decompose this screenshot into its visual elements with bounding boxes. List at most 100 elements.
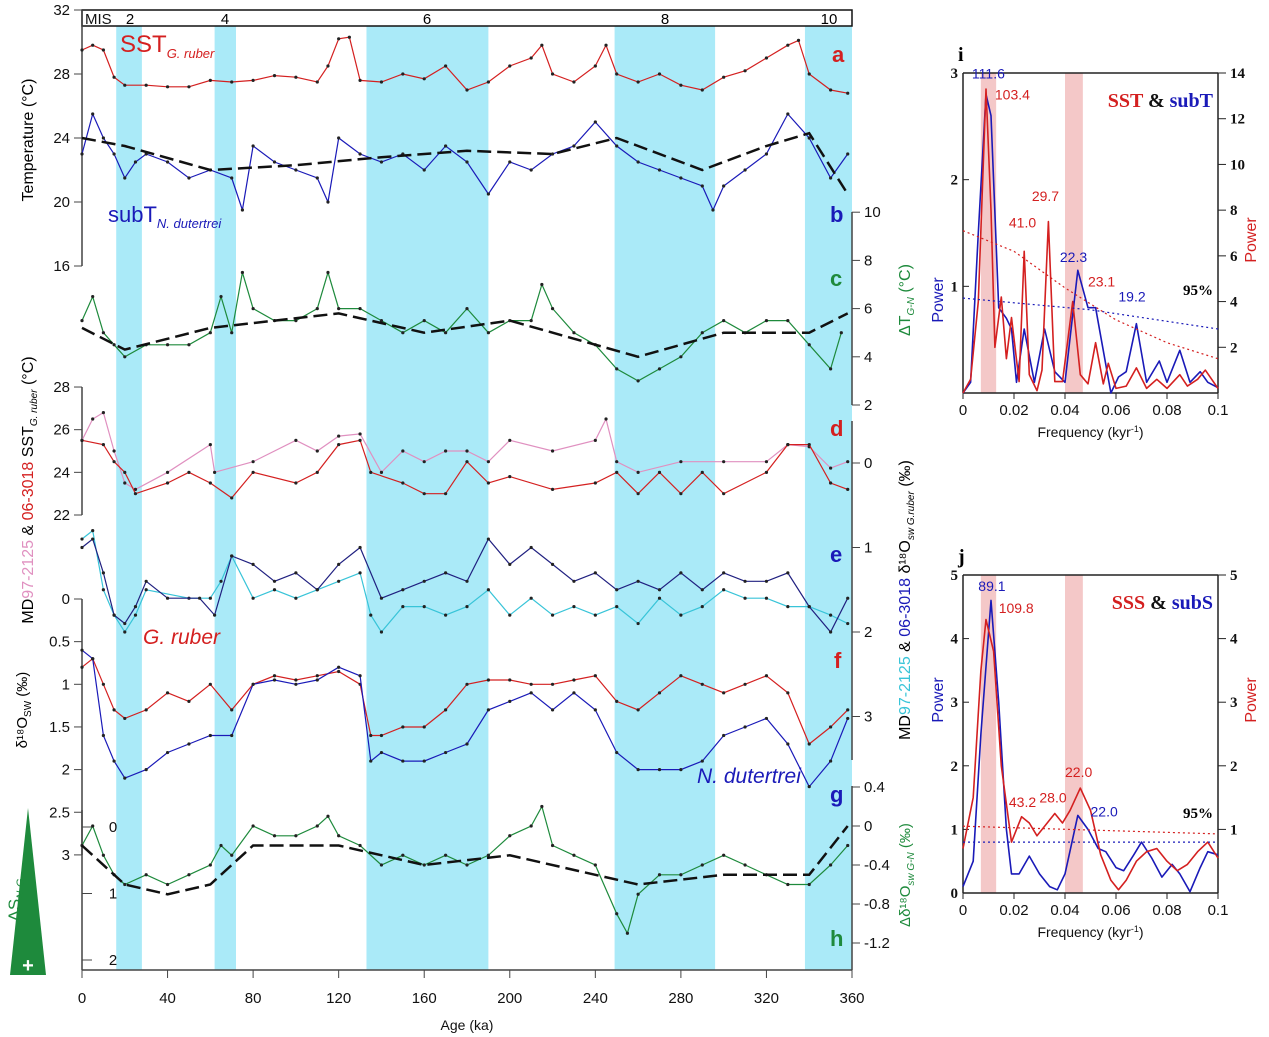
data-point bbox=[593, 708, 597, 712]
series-10-n-dutertrei bbox=[80, 648, 850, 789]
trend-line bbox=[81, 131, 849, 195]
data-point bbox=[796, 38, 801, 43]
x-tick-label: 0.08 bbox=[1152, 902, 1181, 919]
data-point bbox=[422, 863, 426, 867]
data-point bbox=[846, 460, 850, 464]
data-point bbox=[379, 470, 384, 474]
data-point bbox=[486, 331, 490, 335]
data-point bbox=[807, 136, 811, 140]
xlabel-part: ) bbox=[1139, 424, 1144, 440]
data-point bbox=[337, 434, 341, 438]
data-point bbox=[679, 460, 683, 464]
data-point bbox=[80, 665, 84, 669]
data-point bbox=[165, 470, 170, 474]
data-point bbox=[486, 460, 490, 464]
data-point bbox=[625, 931, 630, 935]
tick-label-dd18: -0.4 bbox=[864, 857, 890, 874]
data-point bbox=[187, 873, 191, 877]
data-point bbox=[208, 331, 212, 335]
data-point bbox=[508, 438, 512, 442]
x-tick-label: 80 bbox=[245, 990, 262, 1007]
data-point bbox=[593, 674, 597, 678]
xlabel-part: Frequency (kyr bbox=[1037, 424, 1131, 440]
data-point bbox=[529, 691, 533, 695]
data-point bbox=[829, 481, 833, 485]
data-point bbox=[743, 682, 747, 686]
data-point bbox=[326, 814, 330, 818]
y-tick-label-left: 3 bbox=[951, 66, 959, 82]
data-point bbox=[230, 733, 234, 738]
x-tick-label: 320 bbox=[754, 990, 779, 1007]
data-point bbox=[337, 307, 341, 311]
data-point bbox=[91, 112, 95, 116]
x-tick-label: 0 bbox=[959, 902, 967, 919]
data-point bbox=[315, 678, 319, 682]
data-point bbox=[358, 152, 362, 156]
data-point bbox=[743, 69, 747, 73]
data-point bbox=[743, 596, 747, 600]
data-point bbox=[294, 682, 298, 686]
tick-label-sstd: 28 bbox=[53, 379, 70, 396]
data-point bbox=[101, 411, 105, 415]
y-tick-label-right: 2 bbox=[1230, 340, 1238, 356]
data-point bbox=[422, 77, 426, 81]
data-point bbox=[615, 750, 619, 755]
confidence-label: 95% bbox=[1183, 806, 1213, 822]
x-tick-label: 0.08 bbox=[1152, 402, 1181, 419]
y-axis-label-left: Power bbox=[930, 277, 947, 323]
mis-bands bbox=[116, 26, 852, 970]
data-point bbox=[465, 682, 469, 686]
data-point bbox=[846, 596, 850, 600]
data-point bbox=[465, 579, 469, 583]
data-point bbox=[572, 678, 576, 682]
confidence-95-line bbox=[962, 230, 1219, 360]
data-point bbox=[846, 91, 850, 95]
data-point bbox=[508, 160, 512, 164]
data-point bbox=[347, 35, 351, 39]
data-point bbox=[80, 152, 84, 156]
data-point bbox=[315, 674, 319, 678]
y-axis-label-right: Power bbox=[1243, 217, 1260, 263]
data-point bbox=[636, 80, 640, 84]
data-point bbox=[829, 613, 833, 617]
tick-label-dT: 6 bbox=[864, 301, 872, 318]
data-point bbox=[722, 691, 726, 695]
spectral-band bbox=[980, 73, 997, 393]
spectrum-sss bbox=[962, 618, 1219, 891]
data-point bbox=[636, 892, 640, 896]
data-point bbox=[593, 571, 597, 575]
data-point bbox=[786, 605, 790, 609]
data-point bbox=[572, 144, 576, 148]
tick-label-ds: 0 bbox=[109, 819, 117, 836]
data-point bbox=[486, 481, 490, 485]
y-tick-label-left: 1 bbox=[951, 279, 959, 295]
data-point bbox=[187, 176, 191, 180]
data-point bbox=[80, 319, 84, 323]
data-point bbox=[846, 716, 850, 721]
x-tick-label: 40 bbox=[159, 990, 176, 1007]
data-point bbox=[846, 152, 850, 156]
data-point bbox=[743, 863, 747, 867]
mis-stage-2: 2 bbox=[126, 11, 134, 28]
data-point bbox=[786, 112, 790, 116]
temperature-axis-label: Temperature (°C) bbox=[20, 79, 37, 202]
data-point bbox=[80, 48, 84, 52]
spectrum-subt bbox=[962, 93, 1219, 394]
data-point bbox=[369, 733, 373, 738]
data-point bbox=[123, 776, 127, 780]
peak-label: 43.2 bbox=[1009, 794, 1036, 810]
data-point bbox=[91, 43, 95, 47]
tick-label-d18l: 0 bbox=[62, 591, 70, 608]
data-point bbox=[700, 759, 704, 763]
data-point bbox=[401, 759, 405, 763]
data-point bbox=[208, 443, 212, 447]
data-point bbox=[679, 355, 683, 359]
data-point bbox=[679, 83, 683, 87]
data-point bbox=[465, 863, 469, 867]
x-tick-label: 0.02 bbox=[999, 402, 1028, 419]
series-line bbox=[81, 36, 848, 94]
data-point bbox=[219, 843, 223, 848]
data-point bbox=[123, 716, 127, 721]
data-point bbox=[550, 307, 555, 311]
